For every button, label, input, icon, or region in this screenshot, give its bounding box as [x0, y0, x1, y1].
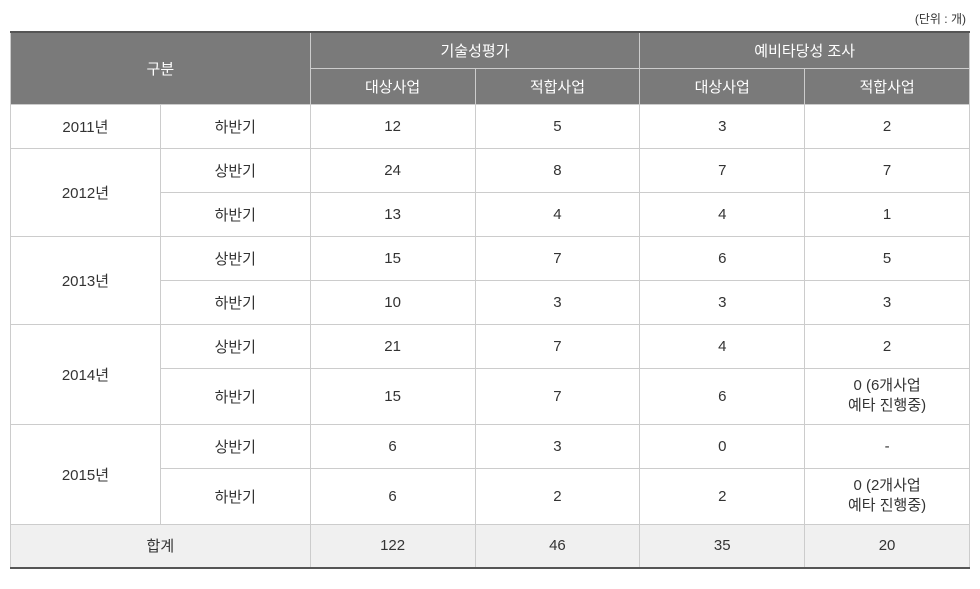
cell-half: 하반기: [160, 192, 310, 236]
cell-c1: 6: [310, 424, 475, 468]
table-container: (단위 : 개) 구분 기술성평가 예비타당성 조사 대상사업 적합사업 대상사…: [10, 10, 970, 569]
cell-year: 2014년: [11, 324, 161, 424]
cell-c2: 7: [475, 368, 640, 424]
table-row: 2015년 상반기 6 3 0 -: [11, 424, 970, 468]
table-row-total: 합계 122 46 35 20: [11, 524, 970, 568]
table-row: 2011년 하반기 12 5 3 2: [11, 104, 970, 148]
cell-c4: 3: [805, 280, 970, 324]
th-group2: 예비타당성 조사: [640, 32, 970, 68]
table-row: 2014년 상반기 21 7 4 2: [11, 324, 970, 368]
cell-c2: 5: [475, 104, 640, 148]
th-g1-target: 대상사업: [310, 68, 475, 104]
cell-c1: 13: [310, 192, 475, 236]
cell-c4: 0 (6개사업예타 진행중): [805, 368, 970, 424]
th-g2-fit: 적합사업: [805, 68, 970, 104]
cell-c3: 7: [640, 148, 805, 192]
cell-year: 2012년: [11, 148, 161, 236]
cell-c3: 2: [640, 468, 805, 524]
th-g1-fit: 적합사업: [475, 68, 640, 104]
cell-c4: 2: [805, 104, 970, 148]
cell-c3: 3: [640, 280, 805, 324]
cell-c3: 3: [640, 104, 805, 148]
cell-year: 2011년: [11, 104, 161, 148]
cell-c3: 6: [640, 368, 805, 424]
cell-c2: 3: [475, 424, 640, 468]
cell-c4: 5: [805, 236, 970, 280]
cell-half: 상반기: [160, 424, 310, 468]
unit-label: (단위 : 개): [10, 10, 970, 27]
cell-half: 하반기: [160, 280, 310, 324]
table-row: 2012년 상반기 24 8 7 7: [11, 148, 970, 192]
cell-c4: 7: [805, 148, 970, 192]
table-row: 2013년 상반기 15 7 6 5: [11, 236, 970, 280]
cell-c1: 10: [310, 280, 475, 324]
data-table: 구분 기술성평가 예비타당성 조사 대상사업 적합사업 대상사업 적합사업 20…: [10, 31, 970, 569]
cell-c1: 15: [310, 368, 475, 424]
cell-c1: 6: [310, 468, 475, 524]
cell-half: 상반기: [160, 324, 310, 368]
cell-half: 상반기: [160, 148, 310, 192]
cell-year: 2013년: [11, 236, 161, 324]
cell-c2: 7: [475, 236, 640, 280]
cell-c3: 4: [640, 324, 805, 368]
cell-c4: 0 (2개사업예타 진행중): [805, 468, 970, 524]
cell-total-label: 합계: [11, 524, 311, 568]
cell-year: 2015년: [11, 424, 161, 524]
cell-total-c4: 20: [805, 524, 970, 568]
header-row-1: 구분 기술성평가 예비타당성 조사: [11, 32, 970, 68]
cell-c1: 12: [310, 104, 475, 148]
cell-c2: 3: [475, 280, 640, 324]
cell-c2: 4: [475, 192, 640, 236]
cell-c2: 2: [475, 468, 640, 524]
cell-half: 하반기: [160, 368, 310, 424]
th-g2-target: 대상사업: [640, 68, 805, 104]
table-body: 2011년 하반기 12 5 3 2 2012년 상반기 24 8 7 7 하반…: [11, 104, 970, 568]
cell-half: 하반기: [160, 104, 310, 148]
cell-c4: 2: [805, 324, 970, 368]
cell-half: 상반기: [160, 236, 310, 280]
cell-c1: 21: [310, 324, 475, 368]
table-header: 구분 기술성평가 예비타당성 조사 대상사업 적합사업 대상사업 적합사업: [11, 32, 970, 104]
cell-c4: -: [805, 424, 970, 468]
cell-c4: 1: [805, 192, 970, 236]
cell-c2: 8: [475, 148, 640, 192]
cell-c2: 7: [475, 324, 640, 368]
cell-c1: 15: [310, 236, 475, 280]
cell-half: 하반기: [160, 468, 310, 524]
cell-c3: 0: [640, 424, 805, 468]
th-category: 구분: [11, 32, 311, 104]
cell-c3: 6: [640, 236, 805, 280]
cell-total-c2: 46: [475, 524, 640, 568]
cell-c1: 24: [310, 148, 475, 192]
th-group1: 기술성평가: [310, 32, 640, 68]
cell-c3: 4: [640, 192, 805, 236]
cell-total-c3: 35: [640, 524, 805, 568]
cell-total-c1: 122: [310, 524, 475, 568]
